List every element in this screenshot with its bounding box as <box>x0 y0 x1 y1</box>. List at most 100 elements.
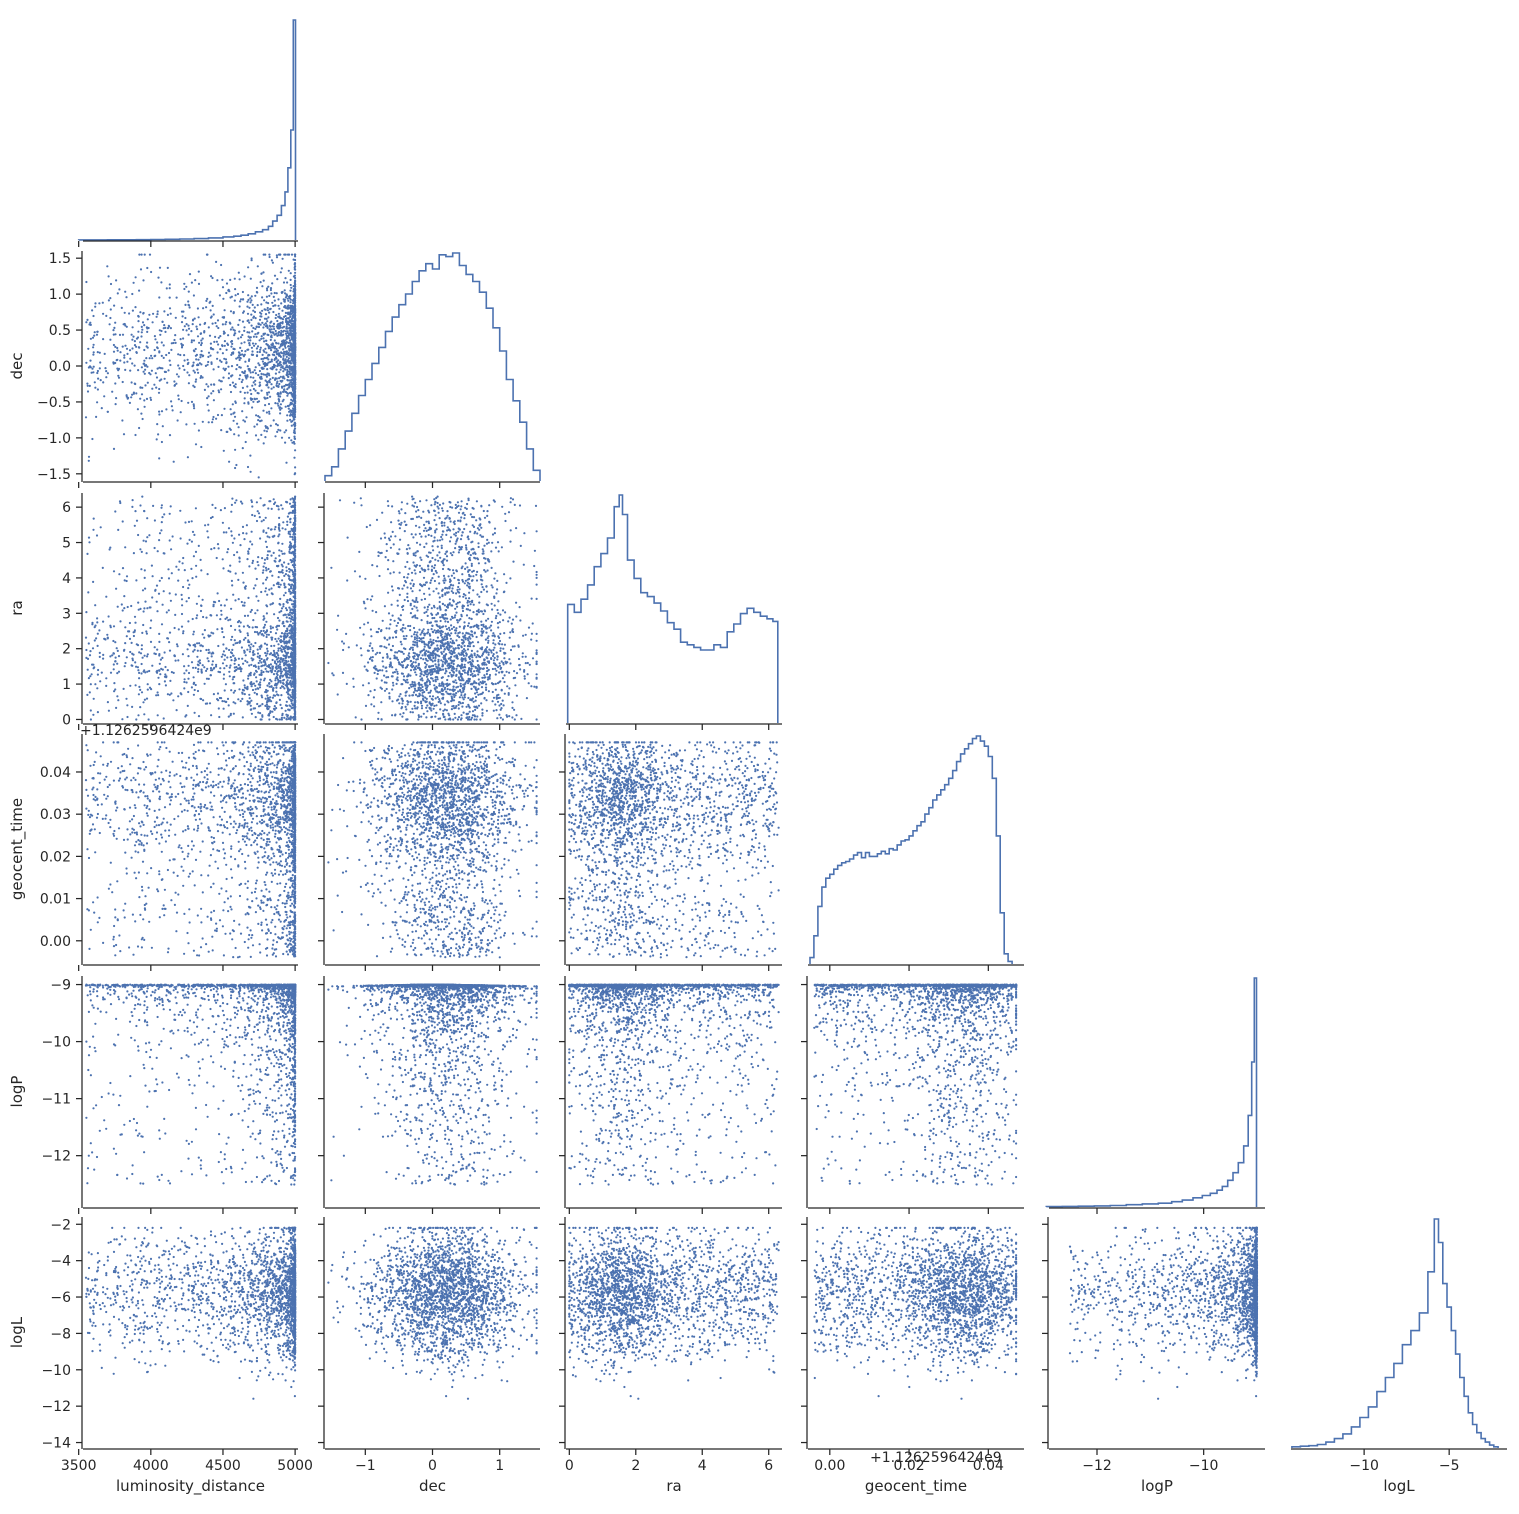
scatter-point <box>128 349 132 352</box>
scatter-point <box>241 298 245 301</box>
scatter-point <box>289 683 292 686</box>
scatter-point <box>265 670 268 673</box>
scatter-point <box>194 666 197 670</box>
scatter-point <box>402 623 405 627</box>
scatter-point <box>279 657 282 660</box>
scatter-point <box>146 653 149 656</box>
scatter-point <box>196 663 199 666</box>
scatter-point <box>290 545 293 548</box>
scatter-point <box>191 530 195 534</box>
scatter-point <box>264 662 267 666</box>
scatter-point <box>337 614 340 617</box>
scatter-point <box>255 347 258 350</box>
scatter-point <box>235 463 238 467</box>
scatter-point <box>267 391 271 394</box>
scatter-point <box>286 307 290 310</box>
scatter-point <box>86 552 89 556</box>
scatter-point <box>257 373 260 377</box>
scatter-point <box>229 322 232 325</box>
scatter-point <box>248 693 251 696</box>
scatter-point <box>286 523 289 527</box>
scatter-point <box>227 365 230 368</box>
scatter-point <box>490 566 493 570</box>
scatter-point <box>263 340 266 343</box>
scatter-point <box>156 714 159 717</box>
scatter-point <box>223 407 226 410</box>
scatter-point <box>168 641 171 644</box>
scatter-point <box>265 430 268 433</box>
scatter-point <box>267 700 270 703</box>
scatter-point <box>487 617 490 620</box>
scatter-point <box>142 370 145 373</box>
scatter-point <box>234 572 237 575</box>
scatter-point <box>252 650 255 653</box>
scatter-point <box>293 569 297 573</box>
scatter-point <box>229 570 232 573</box>
scatter-point <box>289 313 292 316</box>
scatter-point <box>146 365 149 368</box>
scatter-point <box>278 718 281 721</box>
scatter-point <box>293 500 296 503</box>
scatter-point <box>289 298 292 301</box>
scatter-point <box>161 516 164 519</box>
scatter-point <box>187 655 190 658</box>
scatter-point <box>267 386 270 389</box>
scatter-point <box>394 535 397 538</box>
scatter-point <box>524 633 527 636</box>
scatter-point <box>282 281 286 284</box>
scatter-point <box>196 328 199 331</box>
scatter-point <box>293 508 297 511</box>
scatter-point <box>212 399 215 402</box>
scatter-point <box>190 341 193 344</box>
scatter-point <box>246 385 249 388</box>
scatter-point <box>283 300 286 303</box>
scatter-point <box>268 311 271 314</box>
scatter-point <box>85 280 88 284</box>
scatter-point <box>116 346 119 350</box>
scatter-point <box>262 409 265 412</box>
scatter-point <box>243 601 246 604</box>
scatter-point <box>203 629 206 632</box>
scatter-point <box>475 579 479 582</box>
scatter-point <box>464 567 467 571</box>
scatter-point <box>121 718 124 721</box>
scatter-point <box>230 638 233 641</box>
scatter-point <box>449 641 452 644</box>
scatter-point <box>187 300 190 303</box>
scatter-point <box>284 346 287 349</box>
scatter-point <box>243 402 246 405</box>
scatter-point <box>482 550 485 553</box>
scatter-point <box>164 665 167 669</box>
scatter-point <box>114 688 117 691</box>
scatter-point <box>294 648 297 651</box>
scatter-point <box>220 429 223 432</box>
scatter-point <box>157 694 160 697</box>
scatter-point <box>265 380 269 383</box>
scatter-point <box>485 619 488 622</box>
scatter-point <box>175 643 179 646</box>
scatter-point <box>508 616 511 619</box>
scatter-point <box>284 709 287 712</box>
scatter-point <box>195 564 198 567</box>
scatter-point <box>109 626 112 629</box>
scatter-point <box>293 393 296 396</box>
scatter-point <box>225 282 229 285</box>
scatter-point <box>483 544 486 547</box>
scatter-point <box>102 312 105 315</box>
scatter-point <box>278 382 281 386</box>
scatter-point <box>234 599 237 602</box>
scatter-point <box>285 713 288 716</box>
scatter-point <box>487 690 490 693</box>
scatter-point <box>225 531 228 534</box>
scatter-point <box>409 604 412 607</box>
scatter-point <box>294 317 297 320</box>
scatter-point <box>293 554 296 557</box>
scatter-point <box>221 521 224 524</box>
scatter-point <box>463 663 466 666</box>
scatter-point <box>165 675 168 678</box>
scatter-point <box>415 516 419 519</box>
scatter-point <box>114 656 117 659</box>
scatter-point <box>415 510 418 513</box>
scatter-point <box>234 288 237 291</box>
scatter-point <box>225 430 228 433</box>
